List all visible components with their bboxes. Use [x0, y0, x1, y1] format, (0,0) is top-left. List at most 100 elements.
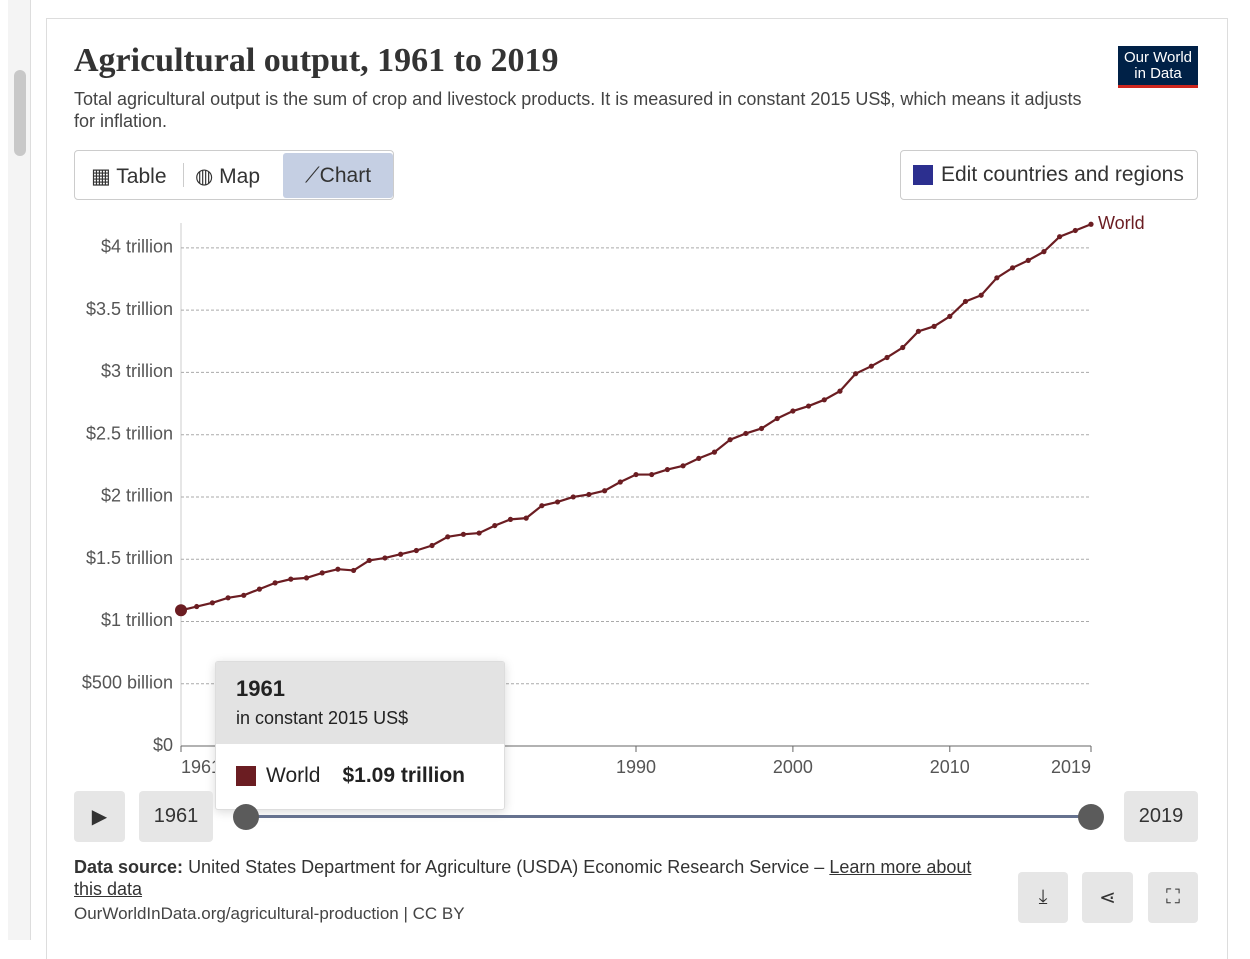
- edit-icon: [913, 165, 933, 185]
- data-point: [680, 463, 686, 469]
- divider: [183, 163, 184, 187]
- data-point: [884, 354, 890, 361]
- x-tick-label: 1961: [181, 757, 221, 777]
- x-tick-label: 2010: [930, 757, 970, 777]
- edit-button[interactable]: Edit countries and regions: [900, 150, 1198, 200]
- data-point: [209, 600, 215, 606]
- y-tick-label: $2 trillion: [101, 486, 173, 506]
- data-point: [1041, 249, 1047, 255]
- data-point: [821, 397, 827, 403]
- fullscreen-button[interactable]: ⛶: [1148, 872, 1198, 923]
- timeline-track: [245, 815, 1091, 818]
- data-point: [649, 471, 655, 478]
- data-point: [586, 491, 592, 498]
- data-point: [743, 430, 749, 437]
- learn-more-link[interactable]: Learn more about this data: [74, 857, 972, 899]
- data-point: [664, 466, 670, 473]
- data-point: [350, 567, 357, 574]
- data-point: [947, 313, 953, 319]
- y-tick-label: $0: [153, 735, 173, 755]
- data-point: [382, 555, 388, 561]
- y-tick-label: $3.5 trillion: [86, 299, 173, 319]
- timeline-handle[interactable]: [1078, 804, 1104, 830]
- tooltip-subtitle: in constant 2015 US$: [236, 708, 409, 728]
- data-point: [366, 557, 372, 564]
- data-point: [915, 328, 922, 334]
- data-point: [241, 592, 247, 598]
- data-point: [476, 530, 482, 536]
- title: Agricultural output, 1961 to 2019: [74, 42, 559, 79]
- scroll-thumb[interactable]: [14, 70, 26, 156]
- series-line: [180, 223, 1092, 612]
- data-point: [460, 531, 467, 537]
- tab-label: Table: [116, 165, 167, 188]
- data-point: [931, 323, 937, 329]
- data-point: [696, 455, 702, 461]
- data-point: [554, 499, 561, 505]
- y-tick-label: $1 trillion: [101, 610, 173, 630]
- logo[interactable]: Our World in Data: [1118, 46, 1198, 88]
- data-point: [507, 516, 514, 522]
- data-point: [994, 275, 1000, 281]
- data-point: [398, 551, 404, 557]
- data-point: [272, 580, 278, 586]
- data-point: [539, 503, 545, 509]
- tab[interactable]: ▦ Table: [91, 165, 167, 188]
- source-text: United States Department for Agriculture…: [188, 857, 830, 877]
- data-point: [978, 292, 984, 298]
- share-button[interactable]: ⋖: [1082, 872, 1133, 923]
- timeline-handle[interactable]: [233, 804, 259, 830]
- data-point: [1025, 257, 1031, 263]
- data-point: [805, 403, 812, 409]
- y-tick-label: $1.5 trillion: [86, 548, 173, 568]
- timeline-end: 2019: [1124, 791, 1198, 842]
- data-point: [319, 570, 325, 576]
- data-point: [225, 595, 231, 601]
- x-tick-label: 2019: [1051, 757, 1091, 777]
- tooltip-value: $1.09 trillion: [342, 764, 466, 787]
- data-point: [727, 437, 733, 443]
- logo-line: Our World: [1123, 49, 1193, 66]
- source: Data source: United States Department fo…: [74, 856, 974, 900]
- tooltip: 1961 in constant 2015 US$ World $1.09 tr…: [215, 661, 505, 810]
- x-tick-label: 2000: [773, 757, 813, 777]
- tab[interactable]: ◍ Map: [195, 165, 261, 188]
- data-point: [1088, 221, 1094, 227]
- timeline-start: 1961: [139, 791, 213, 842]
- play-button[interactable]: ▶: [74, 791, 125, 842]
- y-tick-label: $3 trillion: [101, 361, 173, 381]
- data-point: [335, 566, 341, 572]
- data-point: [523, 515, 529, 521]
- data-point: [1009, 265, 1016, 271]
- source-label: Data source:: [74, 857, 184, 877]
- y-tick-label: $4 trillion: [101, 237, 173, 257]
- scrollbar: [8, 0, 31, 940]
- data-point: [194, 603, 200, 610]
- card: [46, 18, 1228, 959]
- tab-bar: ▦ Table ◍ Map ⟋ Chart: [74, 150, 394, 200]
- data-point: [633, 471, 639, 478]
- data-point: [303, 575, 310, 581]
- tab-active[interactable]: ⟋ Chart: [283, 153, 393, 198]
- edit-label: Edit countries and regions: [941, 163, 1184, 186]
- y-tick-label: $2.5 trillion: [86, 423, 173, 443]
- data-point: [1057, 234, 1063, 240]
- data-point: [429, 542, 435, 549]
- data-point: [602, 488, 608, 494]
- data-point: [175, 604, 187, 617]
- series-label: World: [1098, 213, 1145, 233]
- tooltip-name: World: [266, 764, 321, 787]
- logo-line: in Data: [1134, 65, 1182, 82]
- download-button[interactable]: ⤓: [1018, 872, 1068, 923]
- data-point: [256, 586, 263, 592]
- data-point: [758, 425, 765, 432]
- data-point: [617, 479, 623, 485]
- data-point: [413, 547, 419, 554]
- tooltip-title: 1961: [236, 676, 285, 701]
- data-point: [900, 344, 906, 351]
- data-point: [774, 415, 780, 422]
- data-point: [445, 534, 451, 540]
- data-point: [868, 363, 874, 369]
- data-point: [1072, 227, 1078, 234]
